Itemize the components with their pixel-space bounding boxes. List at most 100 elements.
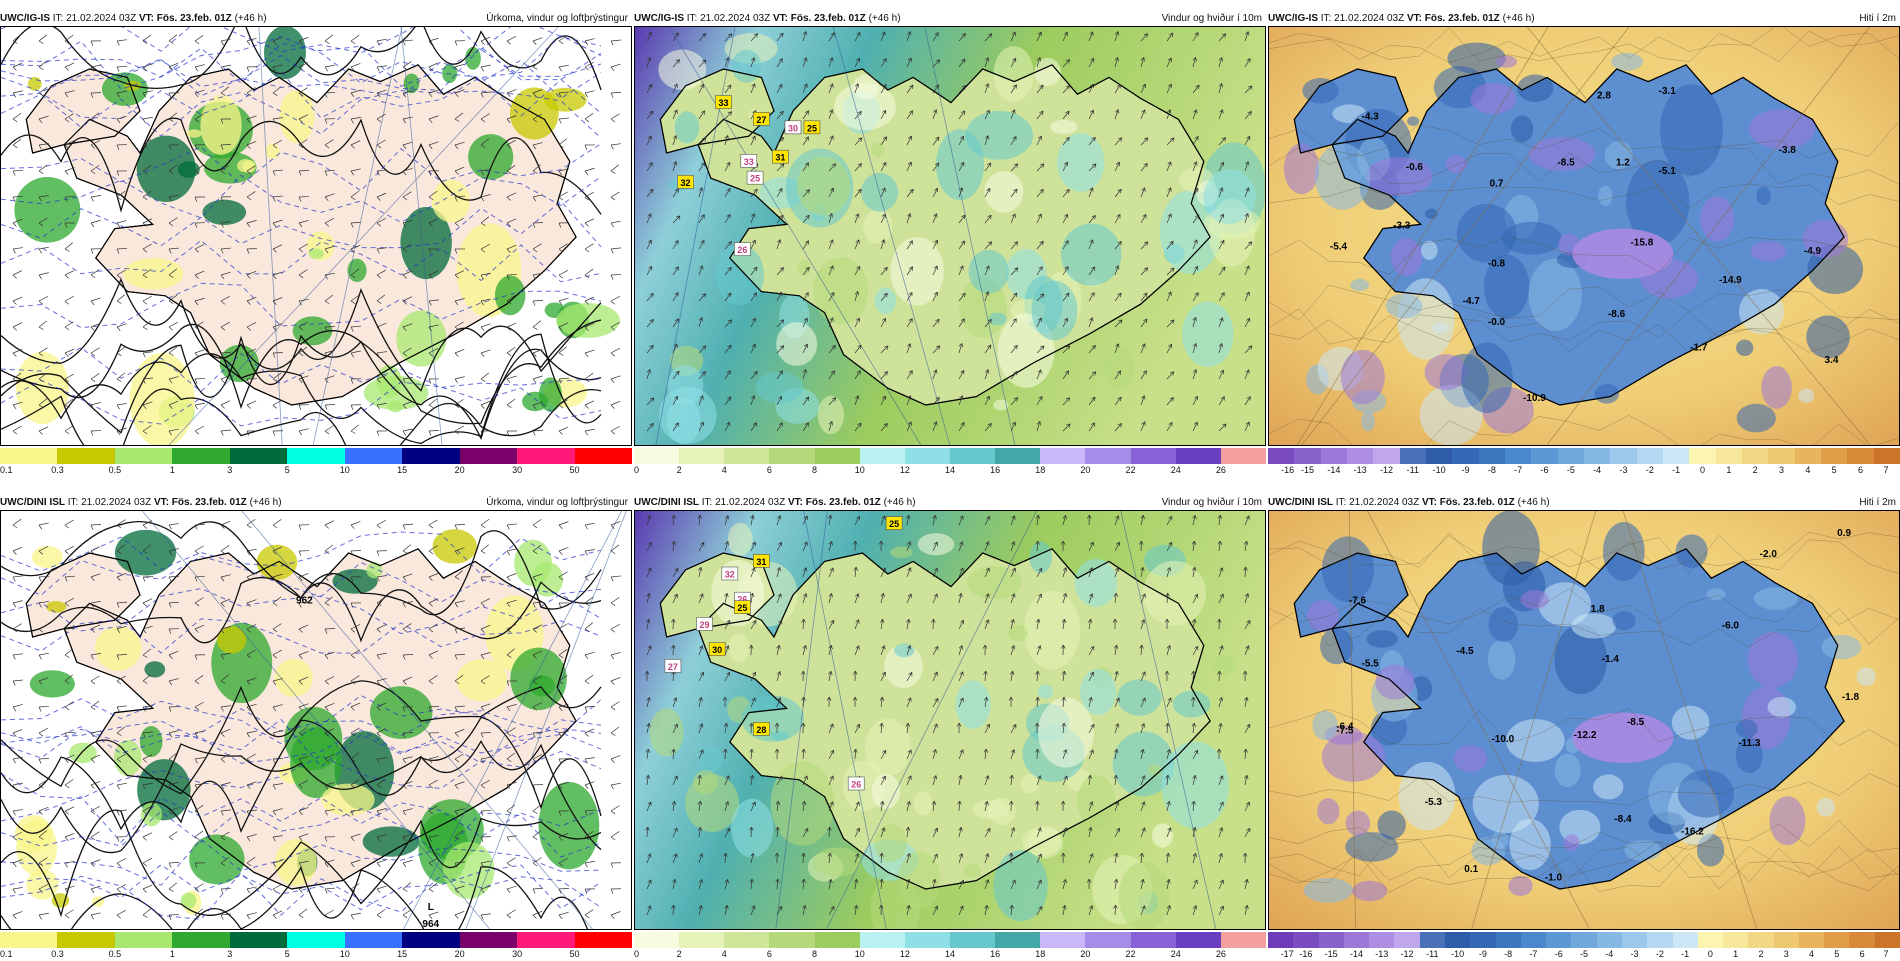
init-time: IT: 21.02.2024 03Z — [68, 497, 151, 508]
scale-tick-label: 6 — [1858, 465, 1863, 475]
gust-value-label: 33 — [718, 98, 728, 108]
model-source: UWC/IG-IS — [1268, 13, 1318, 24]
gust-value-label: 31 — [775, 153, 785, 163]
temperature-label: -1.4 — [1602, 654, 1620, 665]
scale-tick-label: 1 — [1733, 949, 1738, 959]
scale-tick-label: 2 — [1753, 465, 1758, 475]
temperature-label: -8.4 — [1614, 814, 1632, 825]
lead-time: (+46 h) — [1518, 497, 1550, 508]
scale-tick-label: 5 — [1832, 465, 1837, 475]
scale-tick-label: 3 — [1784, 949, 1789, 959]
gust-value-label: 28 — [756, 725, 766, 735]
scale-tick-label: -16 — [1299, 949, 1312, 959]
color-swatch — [724, 932, 769, 948]
lead-time: (+46 h) — [1503, 13, 1535, 24]
scale-tick-label: 7 — [1883, 949, 1888, 959]
scale-tick-label: 12 — [900, 949, 910, 959]
color-swatch — [230, 448, 287, 464]
color-swatch — [679, 448, 724, 464]
color-swatch — [1373, 448, 1399, 464]
scale-tick-label: -1 — [1681, 949, 1689, 959]
color-swatch — [1221, 448, 1266, 464]
color-swatch — [1176, 932, 1221, 948]
color-swatch — [287, 932, 344, 948]
scale-tick-label: 2 — [1758, 949, 1763, 959]
color-swatch — [1426, 448, 1452, 464]
color-swatch — [1742, 448, 1768, 464]
scale-tick-label: 20 — [455, 465, 465, 475]
color-swatch — [995, 448, 1040, 464]
panel-title: Úrkoma, vindur og loftþrýstingur — [486, 496, 628, 510]
panel-header: UWC/DINI ISL IT: 21.02.2024 03Z VT: Fös.… — [0, 496, 632, 510]
temperature-label: -3.3 — [1393, 221, 1411, 232]
scale-tick-label: 15 — [397, 465, 407, 475]
color-swatch — [1774, 932, 1799, 948]
temperature-label: 1.8 — [1591, 604, 1605, 615]
scale-tick-label: 0.1 — [0, 949, 13, 959]
scale-tick-label: 10 — [340, 949, 350, 959]
valid-time: VT: Fös. 23.feb. 01Z — [773, 13, 866, 24]
temperature-label: -0.6 — [1406, 162, 1424, 173]
scale-tick-label: 10 — [855, 465, 865, 475]
color-swatch — [1546, 932, 1571, 948]
color-swatch — [1698, 932, 1723, 948]
scale-tick-label: 2 — [677, 949, 682, 959]
color-scale-bar — [0, 932, 632, 948]
color-scale-labels: -17-16-15-14-13-12-11-10-9-8-7-6-5-4-3-2… — [1268, 949, 1900, 961]
scale-tick-label: -11 — [1407, 465, 1419, 475]
valid-time: VT: Fös. 23.feb. 01Z — [154, 497, 247, 508]
map-canvas: 0.9-2.0-7.61.8-6.0-5.5-4.5-1.4-1.8-6.4-7… — [1269, 511, 1900, 930]
temperature-label: -2.0 — [1760, 549, 1778, 560]
panel-header: UWC/IG-IS IT: 21.02.2024 03Z VT: Fös. 23… — [0, 12, 632, 26]
color-swatch — [1394, 932, 1419, 948]
scale-tick-label: -4 — [1605, 949, 1613, 959]
gust-value-label: 26 — [737, 245, 747, 255]
valid-time: VT: Fös. 23.feb. 01Z — [1407, 13, 1500, 24]
gust-value-label: 31 — [756, 557, 766, 567]
scale-tick-label: -15 — [1325, 949, 1338, 959]
temperature-label: 3.4 — [1825, 355, 1839, 366]
color-swatch — [860, 448, 905, 464]
temperature-label: -4.3 — [1362, 111, 1380, 122]
color-swatch — [287, 448, 344, 464]
color-swatch — [1400, 448, 1426, 464]
scale-tick-label: 6 — [767, 465, 772, 475]
gust-value-label: 29 — [700, 620, 710, 630]
weather-map: 33302730253331253226 — [634, 26, 1266, 446]
panel-title: Úrkoma, vindur og loftþrýstingur — [486, 12, 628, 26]
color-swatch — [724, 448, 769, 464]
color-swatch — [0, 448, 57, 464]
temperature-label: -5.1 — [1659, 166, 1677, 177]
scale-tick-label: 0.5 — [109, 949, 122, 959]
scale-tick-label: 22 — [1126, 949, 1136, 959]
lead-time: (+46 h) — [869, 13, 901, 24]
forecast-panel: UWC/DINI ISL IT: 21.02.2024 03Z VT: Fös.… — [634, 496, 1266, 960]
temperature-label: -8.5 — [1627, 717, 1645, 728]
color-swatch — [402, 448, 459, 464]
color-swatch — [57, 448, 114, 464]
color-swatch — [1748, 932, 1773, 948]
color-swatch — [1637, 448, 1663, 464]
temperature-label: -7.6 — [1349, 595, 1367, 606]
temperature-label: -16.2 — [1681, 826, 1704, 837]
color-swatch — [345, 932, 402, 948]
lead-time: (+46 h) — [884, 497, 916, 508]
color-swatch — [1293, 932, 1318, 948]
color-swatch — [1470, 932, 1495, 948]
color-swatch — [905, 448, 950, 464]
scale-tick-label: -13 — [1354, 465, 1367, 475]
color-swatch — [1875, 932, 1900, 948]
color-swatch — [1824, 932, 1849, 948]
temperature-label: -4.5 — [1456, 646, 1474, 657]
scale-tick-label: -9 — [1479, 949, 1487, 959]
color-swatch — [1268, 932, 1293, 948]
color-swatch — [1558, 448, 1584, 464]
color-swatch — [1768, 448, 1794, 464]
color-swatch — [1131, 448, 1176, 464]
temperature-label: -8.5 — [1557, 158, 1575, 169]
color-swatch — [1040, 932, 1085, 948]
